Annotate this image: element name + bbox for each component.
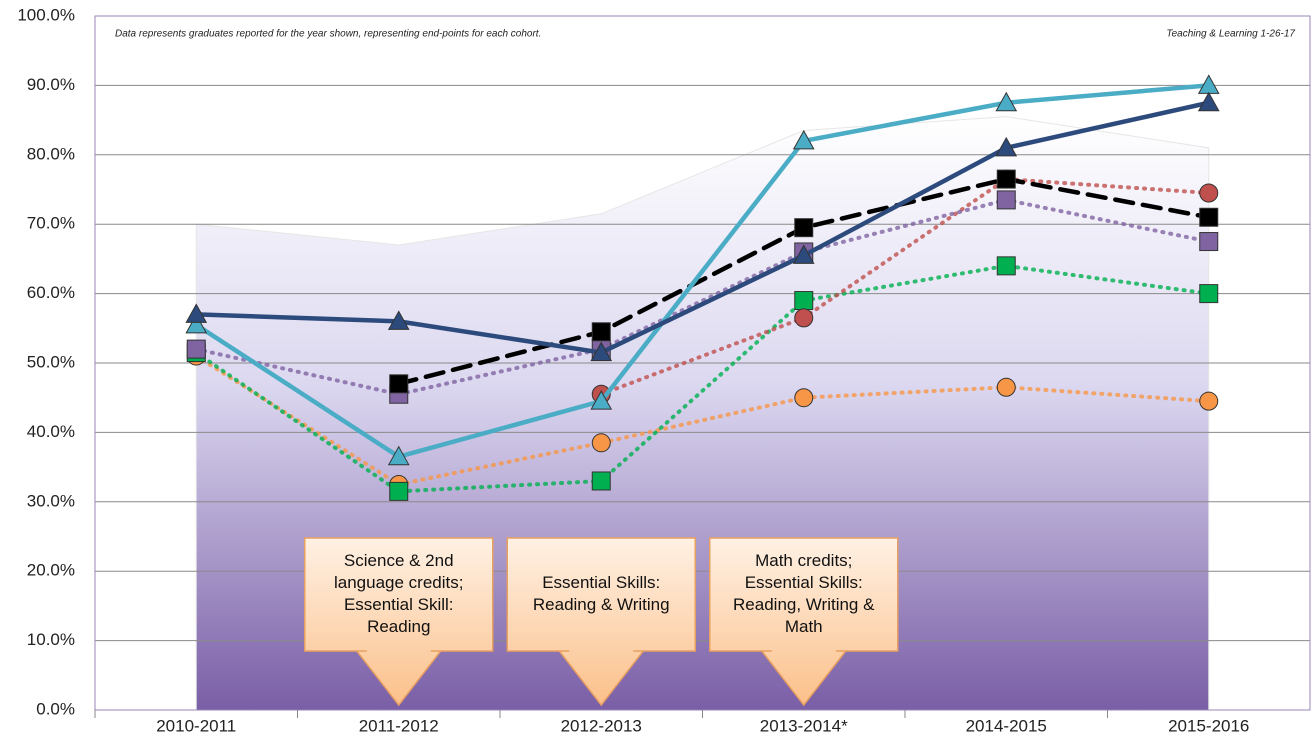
callout-text: Essential Skills:: [745, 573, 863, 592]
x-tick-label: 2012-2013: [561, 716, 642, 735]
y-tick-label: 10.0%: [27, 630, 75, 649]
y-tick-label: 20.0%: [27, 561, 75, 580]
point: [186, 339, 206, 359]
y-tick-label: 30.0%: [27, 491, 75, 510]
point: [794, 218, 814, 238]
point: [185, 303, 208, 323]
point: [1199, 183, 1219, 203]
series-line: [194, 354, 1211, 487]
callout-text: Math: [785, 617, 823, 636]
y-tick-label: 100.0%: [17, 5, 75, 24]
y-tick-label: 60.0%: [27, 283, 75, 302]
point: [387, 445, 410, 466]
point: [794, 308, 814, 328]
callout-text: Essential Skills:: [542, 573, 660, 592]
series-line: [194, 100, 1211, 355]
series-line: [194, 263, 1211, 494]
x-tick-label: 2014-2015: [966, 716, 1047, 735]
callout-text: Reading: [367, 617, 430, 636]
note: Data represents graduates reported for t…: [115, 29, 541, 40]
point: [591, 433, 611, 453]
point: [185, 313, 208, 334]
point: [794, 388, 814, 408]
point: [792, 129, 815, 150]
y-tick-label: 80.0%: [27, 144, 75, 163]
callout-text: Reading, Writing &: [733, 595, 875, 614]
point: [996, 256, 1016, 276]
point: [591, 322, 611, 342]
note: Teaching & Learning 1-26-17: [1166, 29, 1295, 40]
x-tick-label: 2013-2014*: [760, 716, 848, 735]
point: [590, 341, 613, 362]
callout-text: Science & 2nd: [344, 551, 454, 570]
y-tick-label: 40.0%: [27, 422, 75, 441]
series-line: [194, 197, 1211, 397]
callout-text: language credits;: [334, 573, 463, 592]
x-tick-label: 2015-2016: [1168, 716, 1249, 735]
point: [1197, 91, 1220, 112]
point: [1199, 284, 1219, 304]
callout-text: Reading & Writing: [533, 595, 670, 614]
point: [1199, 391, 1219, 411]
point: [389, 374, 409, 394]
point: [996, 190, 1016, 210]
y-tick-label: 0.0%: [36, 699, 75, 718]
point: [996, 169, 1016, 189]
callout-arrow: [506, 537, 696, 707]
callout: Science & 2nd language credits; Essential …: [304, 537, 494, 707]
y-tick-label: 90.0%: [27, 75, 75, 94]
point: [1199, 207, 1219, 227]
point: [389, 481, 409, 501]
point: [590, 390, 613, 410]
point: [591, 471, 611, 491]
callout: Math credits; Essential Skills: Reading, W…: [709, 537, 899, 707]
point: [1199, 232, 1219, 252]
callout-arrow: [304, 537, 494, 707]
point: [996, 377, 1016, 397]
y-tick-label: 70.0%: [27, 214, 75, 233]
point: [387, 310, 410, 330]
callout-text: Math credits;: [755, 551, 852, 570]
point: [794, 291, 814, 311]
series-line: [194, 83, 1211, 460]
point: [995, 136, 1018, 157]
point: [995, 91, 1018, 112]
x-tick-label: 2010-2011: [156, 716, 236, 735]
x-tick-label: 2011-2012: [359, 716, 439, 735]
callout-arrow: [709, 537, 899, 707]
point: [792, 244, 815, 264]
callout: Essential Skills: Reading & Writing: [506, 537, 696, 707]
y-tick-label: 50.0%: [27, 352, 75, 371]
callout-text: Essential Skill:: [344, 595, 454, 614]
